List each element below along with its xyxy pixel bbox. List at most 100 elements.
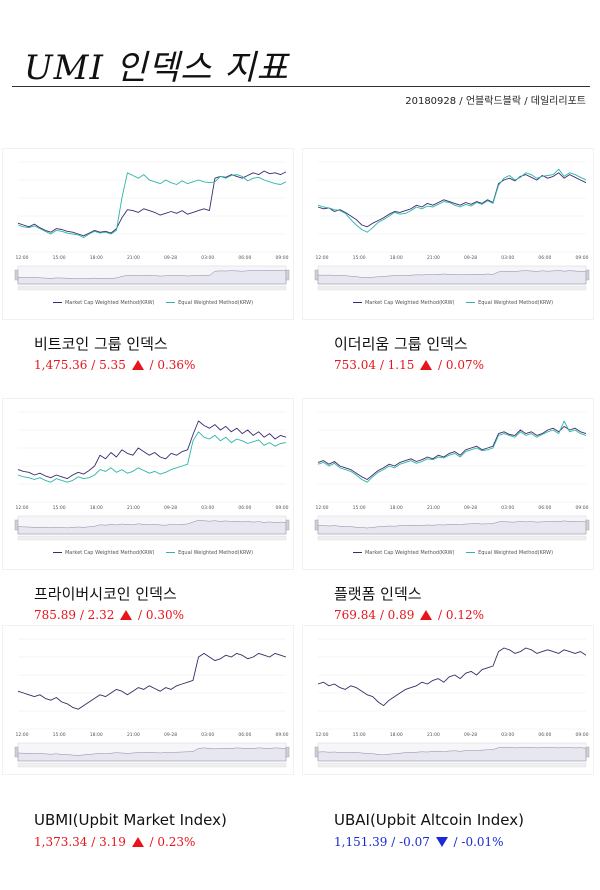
index-value: 785.89 — [34, 608, 76, 622]
x-tick-label: 09-28 — [464, 255, 477, 261]
x-tick-label: 12:00 — [316, 732, 329, 738]
x-tick-label: 06:00 — [538, 505, 551, 511]
series-line-market-cap — [17, 420, 287, 480]
line-chart: 12:00 15:00 18:00 21:00 09-28 03:00 06:00 09:00 — [14, 161, 290, 291]
navigator-handle-right — [285, 269, 290, 281]
x-tick-label: 12:00 — [316, 505, 329, 511]
triangle-up-icon — [120, 610, 133, 620]
index-stat: 1,151.39 / -0.07 / -0.01% — [334, 835, 504, 849]
navigator-scrollbar — [17, 285, 287, 291]
x-tick-label: 03:00 — [501, 255, 514, 261]
line-chart: 12:00 15:00 18:00 21:00 09-28 03:00 06:00 09:00 — [14, 411, 290, 541]
x-tick-label: 12:00 — [316, 255, 329, 261]
chart-panel-privacy-coin: 12:00 15:00 18:00 21:00 09-28 03:00 06:00 09:00… — [2, 398, 298, 622]
navigator-series — [317, 746, 587, 762]
x-tick-label: 15:00 — [353, 505, 366, 511]
x-tick-label: 21:00 — [127, 505, 140, 511]
legend-swatch-market-cap — [352, 301, 362, 304]
x-tick-label: 09:00 — [576, 732, 589, 738]
chart-panel-platform: 12:00 15:00 18:00 21:00 09-28 03:00 06:00 09:00… — [302, 398, 598, 622]
legend-swatch-market-cap — [52, 551, 62, 554]
x-tick-label: 09:00 — [276, 255, 289, 261]
navigator-handle-left — [14, 519, 19, 531]
x-tick-label: 21:00 — [427, 732, 440, 738]
index-percent: 0.36% — [157, 358, 196, 372]
series-line-equal-weight — [17, 172, 287, 239]
index-percent: 0.30% — [145, 608, 185, 622]
triangle-up-icon — [420, 360, 433, 370]
title-divider — [12, 86, 590, 87]
index-name: 프라이버시코인 인덱스 — [34, 585, 177, 603]
navigator-series — [317, 520, 587, 535]
triangle-up-icon — [131, 837, 144, 847]
navigator-handle-right — [585, 519, 590, 531]
x-tick-label: 18:00 — [90, 255, 103, 261]
navigator-handle-left — [314, 746, 319, 758]
navigator-handle-right — [585, 746, 590, 758]
legend-label-market-cap: Market Cap Weighted Method(KRW) — [64, 300, 155, 306]
index-value: 1,475.36 — [34, 358, 88, 372]
legend-swatch-market-cap — [352, 551, 362, 554]
index-change: 3.19 — [99, 835, 126, 849]
legend-swatch-equal-weight — [466, 551, 476, 554]
triangle-down-icon — [435, 837, 448, 847]
x-tick-label: 09-28 — [164, 732, 177, 738]
index-name: 이더리움 그룹 인덱스 — [334, 335, 468, 353]
series-line-equal-weight — [317, 420, 587, 483]
x-tick-label: 06:00 — [238, 732, 251, 738]
navigator-series — [17, 747, 287, 762]
navigator-scrollbar — [317, 285, 587, 291]
x-tick-label: 09:00 — [276, 732, 289, 738]
series-line-market-cap — [17, 170, 287, 237]
x-tick-label: 12:00 — [16, 255, 29, 261]
index-percent: 0.23% — [157, 835, 196, 849]
index-stat: 1,373.34 / 3.19 / 0.23% — [34, 835, 196, 849]
x-tick-label: 15:00 — [53, 255, 66, 261]
index-change: 0.89 — [387, 608, 415, 622]
legend-label-market-cap: Market Cap Weighted Method(KRW) — [64, 550, 155, 556]
x-tick-label: 06:00 — [238, 505, 251, 511]
navigator-handle-left — [314, 269, 319, 281]
index-change: 5.35 — [99, 358, 126, 372]
navigator-scrollbar — [17, 535, 287, 541]
index-value: 753.04 — [334, 358, 376, 372]
series-line-market-cap — [317, 425, 587, 480]
x-tick-label: 06:00 — [238, 255, 251, 261]
x-tick-label: 21:00 — [427, 255, 440, 261]
navigator-series — [17, 519, 287, 535]
navigator-handle-left — [14, 746, 19, 758]
navigator-scrollbar — [17, 762, 287, 768]
x-tick-label: 09-28 — [164, 255, 177, 261]
chart-legend: Market Cap Weighted Method(KRW) Equal We… — [2, 550, 294, 556]
navigator-series — [17, 269, 287, 285]
index-name: 플랫폼 인덱스 — [334, 585, 422, 603]
navigator-handle-right — [585, 269, 590, 281]
index-value: 1,151.39 — [334, 835, 388, 849]
index-percent: -0.01% — [461, 835, 504, 849]
x-tick-label: 03:00 — [201, 732, 214, 738]
legend-swatch-market-cap — [52, 301, 62, 304]
x-tick-label: 18:00 — [90, 505, 103, 511]
legend-label-market-cap: Market Cap Weighted Method(KRW) — [364, 300, 455, 306]
index-percent: 0.07% — [445, 358, 485, 372]
x-tick-label: 09:00 — [576, 505, 589, 511]
page-title: UMI 인덱스 지표 — [24, 48, 289, 88]
index-percent: 0.12% — [445, 608, 485, 622]
x-tick-label: 09-28 — [164, 505, 177, 511]
x-tick-label: 15:00 — [53, 732, 66, 738]
x-tick-label: 15:00 — [353, 732, 366, 738]
x-tick-label: 09-28 — [464, 505, 477, 511]
series-line-equal-weight — [17, 431, 287, 483]
index-stat: 753.04 / 1.15 / 0.07% — [334, 358, 485, 372]
line-chart: 12:00 15:00 18:00 21:00 09-28 03:00 06:00 09:00 — [314, 161, 590, 291]
index-name: UBAI(Upbit Altcoin Index) — [334, 811, 524, 829]
x-tick-label: 03:00 — [501, 505, 514, 511]
series-line-equal-weight — [317, 168, 587, 233]
series-line-index — [317, 647, 587, 707]
chart-panel-ubai: 12:00 15:00 18:00 21:00 09-28 03:00 06:00 09:00… — [302, 625, 598, 875]
navigator-handle-left — [14, 269, 19, 281]
x-tick-label: 03:00 — [501, 732, 514, 738]
x-tick-label: 21:00 — [127, 255, 140, 261]
legend-label-equal-weight: Equal Weighted Method(KRW) — [478, 550, 554, 556]
x-tick-label: 18:00 — [390, 732, 403, 738]
